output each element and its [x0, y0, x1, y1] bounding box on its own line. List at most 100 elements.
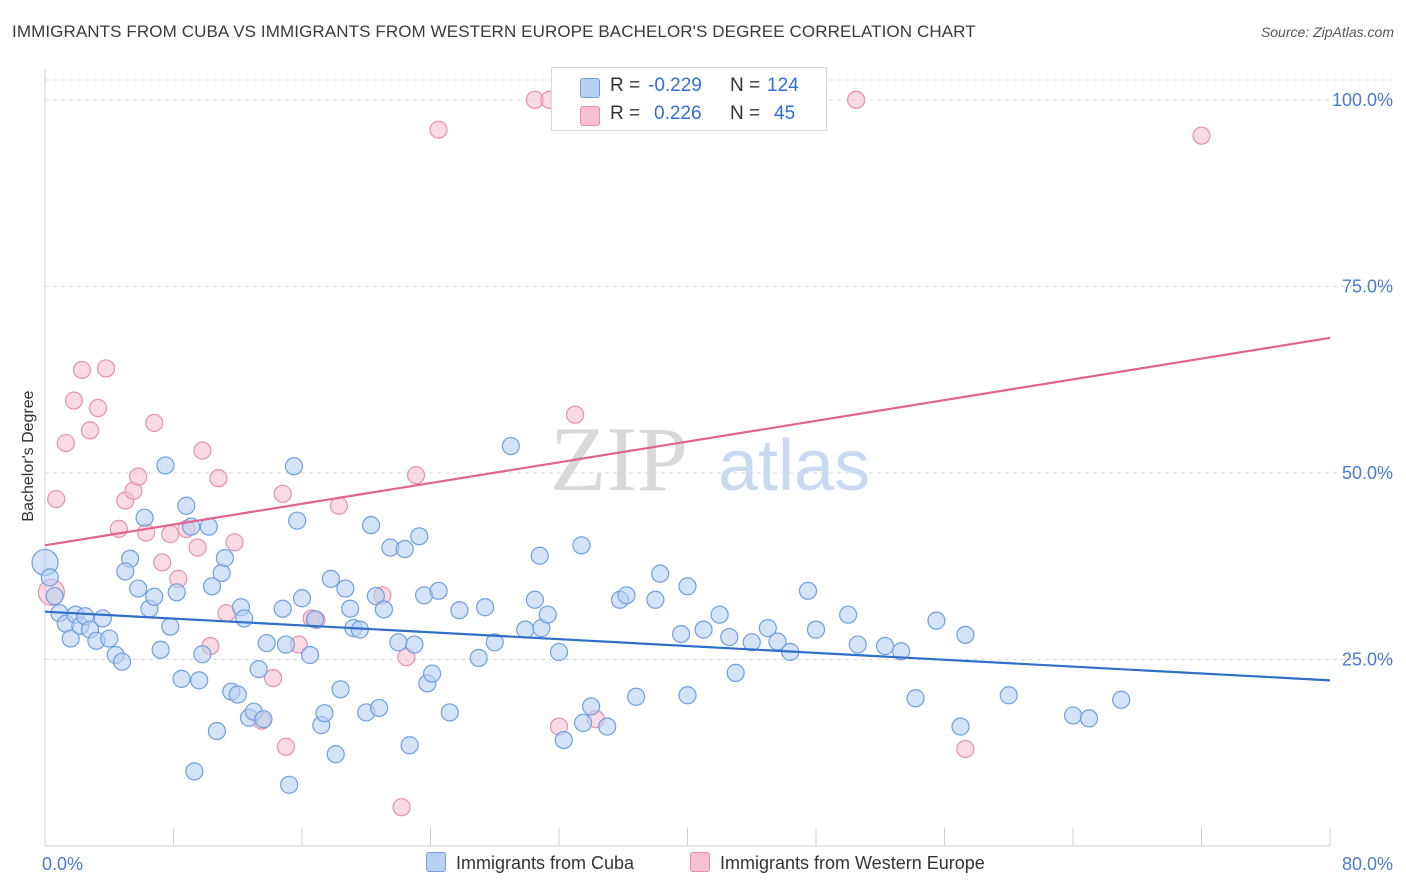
bottom-legend-label-western-europe: Immigrants from Western Europe: [720, 853, 985, 873]
cuba-point: [212, 563, 231, 583]
cuba-point: [956, 625, 975, 644]
legend-r-value: 0.226: [654, 103, 702, 124]
cuba-point: [40, 568, 59, 587]
western-europe-point: [1192, 126, 1211, 145]
trend-line-western-europe: [44, 336, 1331, 547]
cuba-point: [798, 581, 818, 600]
bottom-legend-swatch-cuba: [426, 852, 446, 872]
legend-r-value: -0.229: [648, 75, 702, 96]
cuba-point: [177, 496, 196, 515]
legend-row-cuba: R = -0.229 N = 124: [552, 72, 826, 100]
cuba-point: [156, 456, 175, 475]
cuba-point: [617, 586, 636, 605]
western-europe-point: [64, 391, 84, 410]
cuba-point: [326, 745, 345, 764]
cuba-point: [530, 546, 549, 565]
cuba-point: [400, 736, 419, 755]
cuba-point: [207, 721, 226, 741]
cuba-point: [276, 635, 296, 654]
western-europe-point: [153, 553, 172, 572]
x-tick-label-min: 0.0%: [42, 854, 83, 874]
cuba-point: [694, 620, 713, 639]
cuba-point: [927, 611, 946, 630]
western-europe-point: [209, 469, 228, 488]
cuba-point: [538, 605, 557, 624]
legend-row-western-europe: R = 0.226 N = 45: [552, 100, 826, 128]
cuba-point: [469, 648, 488, 668]
cuba-point: [190, 671, 209, 690]
cuba-point: [742, 633, 761, 652]
western-europe-point: [429, 120, 448, 139]
cuba-point: [257, 633, 276, 653]
cuba-point: [395, 539, 414, 559]
cuba-point: [875, 636, 895, 656]
cuba-point: [598, 717, 617, 736]
cuba-point: [651, 564, 670, 583]
series-cuba-points: [31, 436, 1131, 794]
legend-n-value: 45: [774, 103, 796, 124]
y-tick-label: 25.0%: [1342, 649, 1393, 669]
cuba-point: [280, 775, 299, 794]
cuba-point: [300, 645, 320, 665]
cuba-point: [321, 569, 341, 588]
cuba-point: [366, 586, 385, 606]
cuba-point: [370, 698, 389, 718]
cuba-point: [626, 687, 646, 706]
cuba-point: [582, 697, 601, 716]
cuba-point: [1063, 706, 1083, 725]
y-tick-label: 100.0%: [1332, 90, 1393, 110]
cuba-point: [999, 686, 1018, 705]
legend-r-label: R =: [610, 103, 641, 124]
chart-title: IMMIGRANTS FROM CUBA VS IMMIGRANTS FROM …: [12, 22, 976, 41]
cuba-point: [525, 590, 545, 609]
cuba-point: [450, 601, 469, 620]
cuba-point: [806, 620, 826, 639]
cuba-point: [440, 703, 459, 722]
cuba-point: [172, 669, 191, 688]
bottom-legend-swatch-western-europe: [690, 852, 710, 872]
western-europe-point: [225, 533, 244, 552]
watermark-atlas: atlas: [718, 426, 870, 506]
cuba-point: [839, 605, 858, 624]
legend-n-label: N =: [730, 75, 761, 96]
western-europe-point: [276, 737, 296, 756]
western-europe-point: [137, 523, 156, 542]
cuba-point: [1112, 690, 1131, 709]
correlation-legend: R = -0.229 N = 124 R = 0.226 N = 45: [551, 67, 827, 131]
y-tick-label: 75.0%: [1342, 276, 1393, 296]
cuba-point: [405, 635, 424, 654]
cuba-point: [100, 629, 119, 648]
cuba-point: [292, 589, 312, 608]
cuba-point: [61, 629, 80, 648]
cuba-point: [906, 689, 925, 708]
cuba-point: [678, 686, 697, 705]
legend-swatch-western-europe: [580, 106, 600, 126]
cuba-point: [573, 713, 593, 732]
tick-labels: 25.0% 50.0% 75.0% 100.0% 0.0% 80.0%: [42, 90, 1393, 874]
cuba-point: [549, 642, 569, 662]
cuba-point: [671, 624, 691, 644]
western-europe-point: [273, 484, 292, 503]
western-europe-point: [406, 466, 426, 485]
cuba-point: [151, 640, 170, 659]
watermark-zip: ZIP: [550, 408, 688, 510]
cuba-point: [720, 627, 739, 647]
cuba-point: [554, 730, 573, 750]
western-europe-point: [56, 433, 75, 453]
cuba-point: [254, 710, 273, 729]
western-europe-point: [565, 405, 585, 424]
western-europe-point: [96, 359, 116, 378]
legend-swatch-cuba: [580, 78, 600, 98]
cuba-point: [374, 600, 394, 619]
cuba-point: [423, 664, 442, 683]
western-europe-point: [47, 489, 66, 509]
watermark: ZIP atlas: [550, 408, 870, 510]
western-europe-point: [392, 798, 411, 817]
cuba-point: [331, 680, 350, 699]
cuba-point: [726, 663, 745, 682]
cuba-point: [361, 516, 381, 535]
legend-n-value: 124: [767, 75, 799, 96]
cuba-point: [892, 642, 911, 661]
trend-line-cuba: [44, 610, 1331, 682]
cuba-point: [193, 645, 212, 664]
